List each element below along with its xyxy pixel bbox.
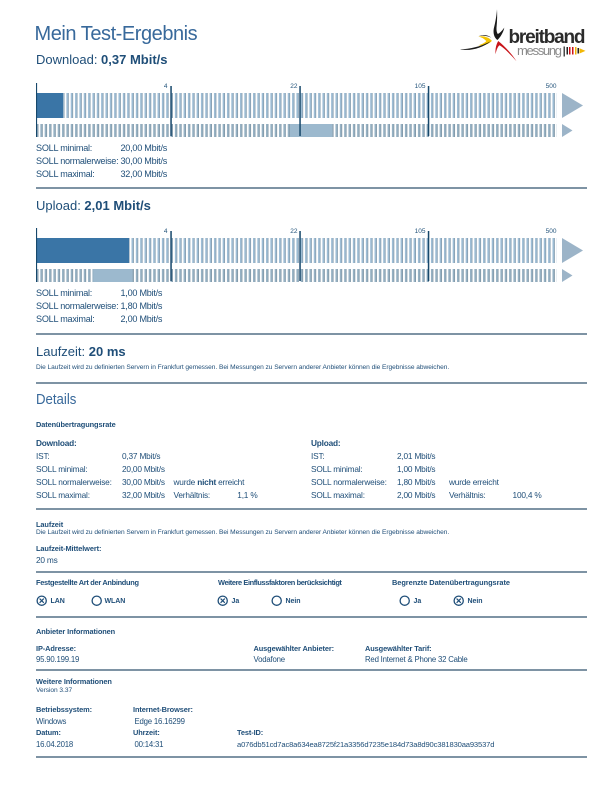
svg-text:messung: messung xyxy=(517,43,562,58)
svg-text:breitband: breitband xyxy=(509,27,586,48)
